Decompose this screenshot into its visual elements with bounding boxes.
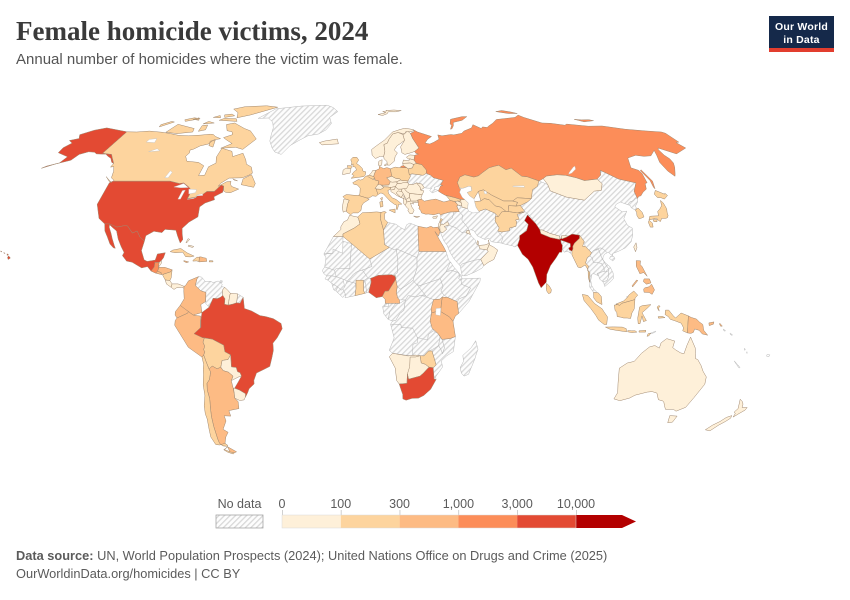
svg-text:10,000: 10,000	[557, 497, 595, 511]
svg-text:300: 300	[389, 497, 410, 511]
svg-text:100: 100	[330, 497, 351, 511]
svg-text:0: 0	[279, 497, 286, 511]
svg-text:3,000: 3,000	[502, 497, 533, 511]
svg-text:No data: No data	[218, 497, 262, 511]
svg-text:1,000: 1,000	[443, 497, 474, 511]
